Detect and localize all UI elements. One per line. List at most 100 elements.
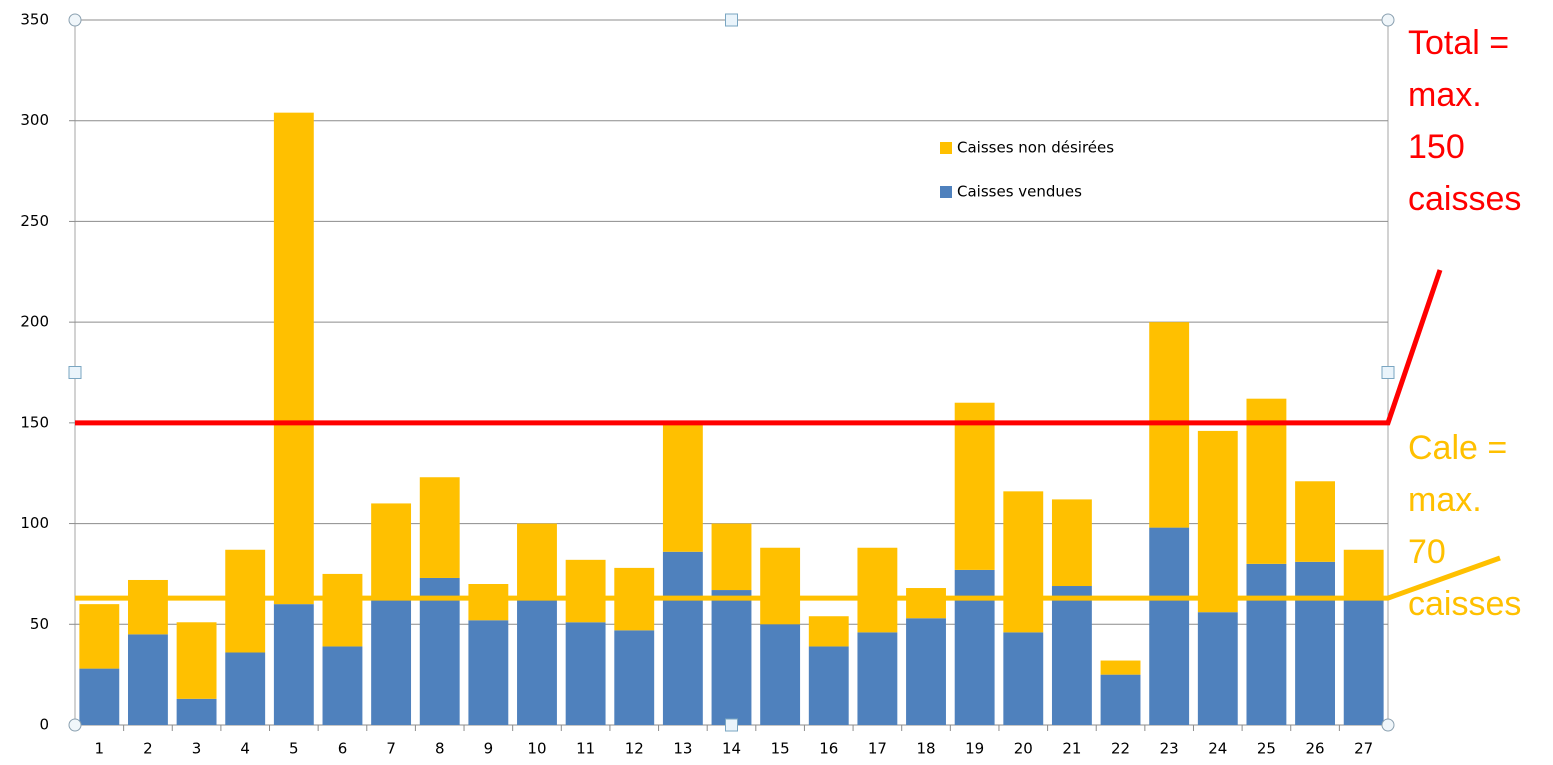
bar-segment — [662, 551, 703, 725]
bar-segment — [565, 559, 606, 623]
bar-segment — [1051, 499, 1092, 587]
bar-segment — [906, 618, 946, 725]
selection-handle — [68, 366, 82, 379]
reference-line — [75, 555, 1501, 601]
x-tick-label: 13 — [673, 740, 692, 758]
selection-handle — [1381, 718, 1395, 732]
y-tick-label: 0 — [39, 716, 49, 734]
x-tick-label: 24 — [1208, 740, 1227, 758]
x-tick-label: 18 — [916, 740, 935, 758]
bar-segment — [857, 547, 898, 633]
selection-handle — [725, 13, 738, 27]
x-tick-label: 16 — [819, 740, 838, 758]
bar-segment — [808, 646, 849, 725]
bar-segment — [322, 573, 363, 647]
y-tick-label: 200 — [20, 313, 49, 331]
bar-segment — [273, 112, 314, 605]
selection-handle — [68, 13, 82, 27]
x-tick-label: 1 — [95, 740, 105, 758]
bar-segment — [1246, 563, 1287, 725]
bar-segment — [711, 590, 752, 725]
bar-segment — [565, 622, 606, 725]
x-tick-label: 21 — [1062, 740, 1081, 758]
bar-segment — [954, 569, 995, 725]
bar-segment — [954, 402, 995, 570]
legend-swatch — [940, 186, 952, 198]
legend-label: Caisses non désirées — [957, 139, 1114, 157]
y-tick-label: 250 — [20, 212, 49, 230]
bar-segment — [760, 547, 801, 625]
bar-segment — [176, 622, 217, 699]
x-tick-label: 25 — [1257, 740, 1276, 758]
x-tick-label: 12 — [625, 740, 644, 758]
bar-segment — [906, 588, 946, 619]
selection-handle — [1381, 366, 1395, 379]
y-tick-label: 100 — [20, 514, 49, 532]
x-tick-label: 15 — [771, 740, 790, 758]
selection-handle — [1381, 13, 1395, 27]
y-tick-label: 300 — [20, 111, 49, 129]
x-tick-label: 17 — [868, 740, 887, 758]
bar-segment — [808, 616, 849, 647]
x-tick-label: 11 — [576, 740, 595, 758]
bar-segment — [1295, 481, 1335, 562]
annotation-text: 150 — [1408, 128, 1465, 166]
bar-segment — [1051, 586, 1092, 725]
bar-segment — [662, 422, 703, 552]
legend-label: Caisses vendues — [957, 183, 1082, 201]
bar-segment — [857, 632, 898, 725]
x-tick-label: 9 — [484, 740, 494, 758]
bar-segment — [614, 630, 655, 725]
bar-segment — [760, 624, 801, 725]
bar-segment — [225, 652, 266, 725]
bar-segment — [1343, 549, 1384, 601]
annotation-text: caisses — [1408, 180, 1521, 218]
annotation-text: max. — [1408, 481, 1482, 519]
annotation-text: max. — [1408, 76, 1482, 114]
bar-segment — [322, 646, 363, 725]
bar-segment — [468, 584, 509, 621]
bar-segment — [371, 503, 412, 601]
x-tick-label: 27 — [1354, 740, 1373, 758]
x-tick-label: 26 — [1306, 740, 1325, 758]
bar-segment — [711, 523, 752, 591]
bar-segment — [79, 604, 120, 669]
bar-segment — [419, 477, 460, 578]
bar-segment — [468, 620, 509, 725]
bar-segment — [517, 600, 557, 725]
x-tick-label: 3 — [192, 740, 202, 758]
bar-segment — [176, 698, 217, 725]
selection-handle — [68, 718, 82, 732]
legend-swatch — [940, 142, 952, 154]
bar-segment — [1149, 527, 1190, 725]
y-tick-label: 150 — [20, 413, 49, 431]
x-tick-label: 20 — [1014, 740, 1033, 758]
annotation-text: Total = — [1408, 24, 1509, 62]
bar-segment — [371, 600, 412, 725]
selection-handle — [725, 718, 738, 732]
bar-segment — [1295, 561, 1335, 725]
x-tick-label: 2 — [143, 740, 153, 758]
bar-segment — [1100, 660, 1141, 675]
reference-line — [75, 269, 1443, 426]
bar-segment — [1197, 612, 1238, 725]
x-tick-label: 23 — [1160, 740, 1179, 758]
x-tick-label: 22 — [1111, 740, 1130, 758]
y-tick-label: 50 — [30, 615, 49, 633]
x-tick-label: 7 — [386, 740, 396, 758]
bar-segment — [1197, 430, 1238, 613]
bar-segment — [225, 549, 266, 653]
x-tick-label: 8 — [435, 740, 445, 758]
annotation-text: caisses — [1408, 585, 1521, 623]
bar-segment — [273, 604, 314, 725]
x-tick-label: 5 — [289, 740, 299, 758]
x-tick-label: 14 — [722, 740, 741, 758]
bar-segment — [1100, 674, 1141, 725]
bar-segment — [1003, 632, 1044, 725]
y-tick-label: 350 — [20, 11, 49, 29]
bar-segment — [1246, 398, 1287, 564]
annotation-text: Cale = — [1408, 429, 1507, 467]
bar-segment — [1343, 600, 1384, 725]
